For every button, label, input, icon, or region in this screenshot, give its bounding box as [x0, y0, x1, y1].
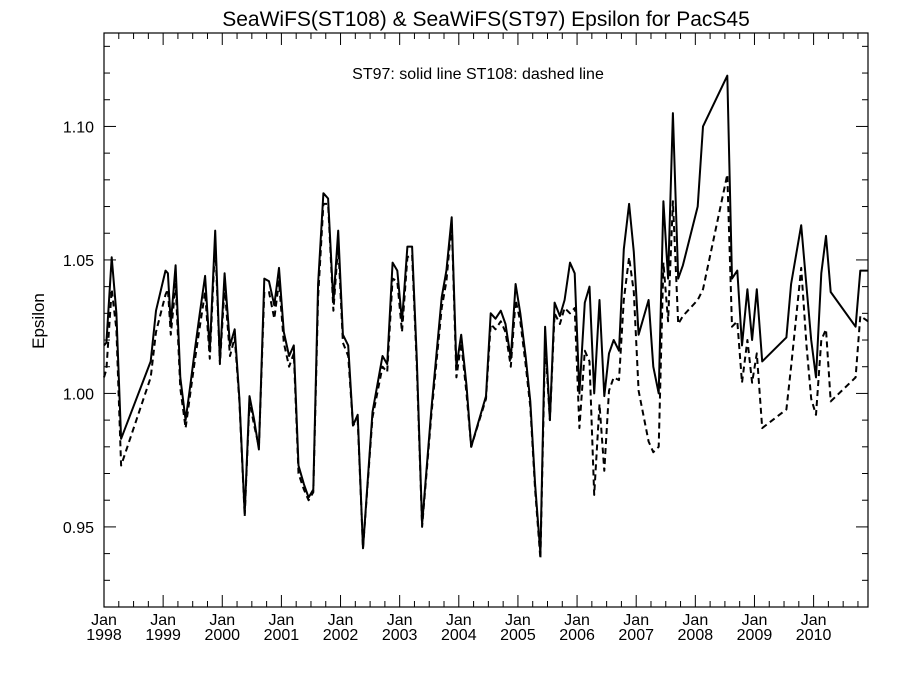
x-tick-month-label: Jan: [742, 612, 768, 629]
x-tick-month-label: Jan: [801, 612, 827, 629]
x-tick-year-label: 2000: [204, 627, 240, 644]
x-tick-month-label: Jan: [269, 612, 295, 629]
y-axis-label: Epsilon: [29, 293, 48, 349]
series-line-st97: [103, 74, 868, 555]
legend-annotation: ST97: solid line ST108: dashed line: [352, 66, 604, 83]
plot-frame: [103, 32, 869, 608]
x-tick-year-label: 2007: [618, 627, 654, 644]
x-tick-month-label: Jan: [387, 612, 413, 629]
x-tick-year-label: 2002: [323, 627, 359, 644]
x-tick-month-label: Jan: [209, 612, 235, 629]
y-tick-label: 0.95: [63, 520, 94, 537]
x-tick-year-label: 2009: [737, 627, 773, 644]
x-tick-month-label: Jan: [682, 612, 708, 629]
x-tick-year-label: 2008: [678, 627, 714, 644]
x-tick-month-label: Jan: [623, 612, 649, 629]
x-tick-year-label: 2001: [264, 627, 300, 644]
y-tick-label: 1.05: [63, 253, 94, 270]
x-tick-month-label: Jan: [328, 612, 354, 629]
x-tick-year-label: 2003: [382, 627, 418, 644]
x-tick-month-label: Jan: [150, 612, 176, 629]
x-tick-month-label: Jan: [564, 612, 590, 629]
y-tick-label: 1.10: [63, 119, 94, 136]
x-tick-year-label: 2005: [500, 627, 536, 644]
x-tick-year-label: 1998: [86, 627, 122, 644]
x-tick-month-label: Jan: [91, 612, 117, 629]
x-tick-year-label: 2006: [559, 627, 595, 644]
chart-title: SeaWiFS(ST108) & SeaWiFS(ST97) Epsilon f…: [222, 8, 750, 31]
x-tick-year-label: 2004: [441, 627, 477, 644]
series-line-st108: [103, 173, 869, 560]
x-tick-year-label: 2010: [796, 627, 832, 644]
x-tick-month-label: Jan: [505, 612, 531, 629]
y-tick-label: 1.00: [63, 386, 94, 403]
x-tick-month-label: Jan: [446, 612, 472, 629]
series-layer: [103, 74, 869, 560]
axis-ticks: 0.951.001.051.10Jan1998Jan1999Jan2000Jan…: [63, 33, 868, 644]
x-tick-year-label: 1999: [145, 627, 181, 644]
